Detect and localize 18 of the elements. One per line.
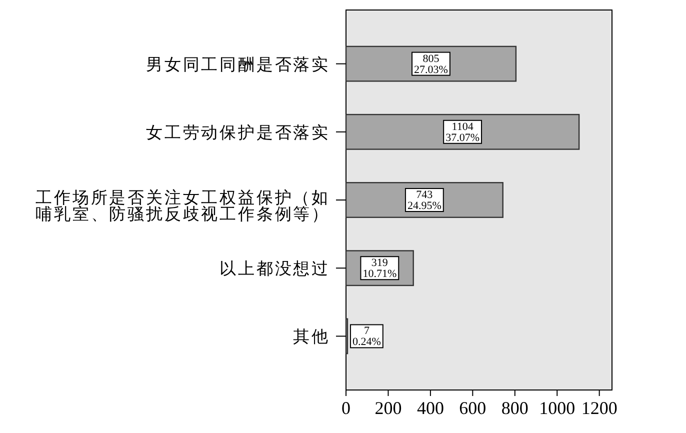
- value-label: 805 27.03%: [412, 52, 450, 76]
- value-label: 1104 37.07%: [443, 120, 482, 144]
- x-tick-label: 200: [374, 398, 402, 418]
- y-tick-label: 工作场所是否关注女工权益保护（如哺乳室、防骚扰反歧视工作条例等）: [36, 188, 330, 224]
- y-tick-label: 男女同工同酬是否落实: [146, 54, 330, 74]
- value-label: 743 24.95%: [404, 188, 444, 212]
- x-tick-label: 1000: [539, 398, 576, 418]
- y-tick-label: 女工劳动保护是否落实: [146, 122, 330, 142]
- x-tick-label: 1200: [581, 398, 618, 418]
- x-tick-label: 0: [342, 398, 350, 418]
- value-label: 319 10.71%: [360, 256, 400, 280]
- y-tick-label: 以上都没想过: [220, 259, 330, 278]
- x-tick-label: 600: [459, 398, 486, 418]
- y-tick-label: 其他: [293, 327, 330, 346]
- bar: [345, 114, 580, 150]
- x-tick-label: 400: [416, 398, 444, 418]
- value-label: 7 0.24%: [350, 324, 384, 348]
- x-tick-label: 800: [501, 398, 528, 418]
